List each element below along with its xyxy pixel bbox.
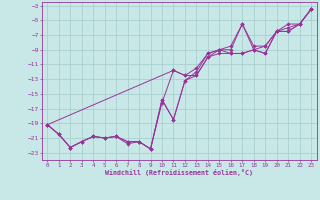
X-axis label: Windchill (Refroidissement éolien,°C): Windchill (Refroidissement éolien,°C) bbox=[105, 169, 253, 176]
